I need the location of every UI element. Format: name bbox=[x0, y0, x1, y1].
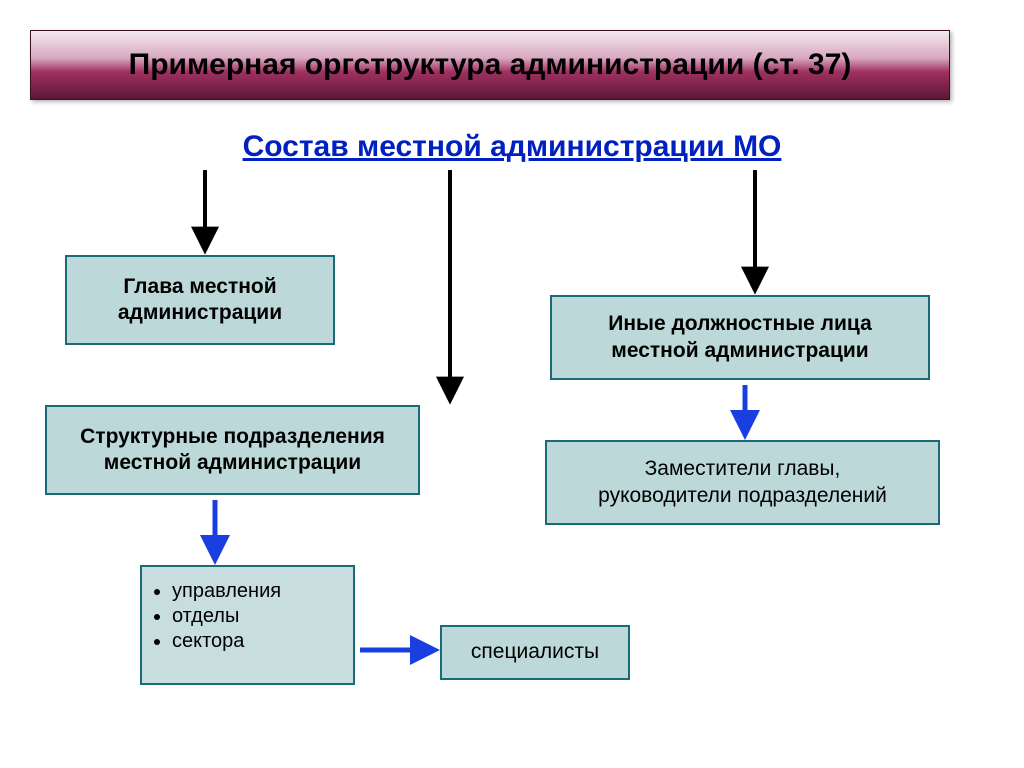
title-text: Примерная оргструктура администрации (ст… bbox=[129, 48, 852, 82]
node-other-officials: Иные должностные лицаместной администрац… bbox=[550, 295, 930, 380]
node-specialists: специалисты bbox=[440, 625, 630, 680]
subtitle: Состав местной администрации МО bbox=[0, 130, 1024, 164]
node-specialists-label: специалисты bbox=[471, 639, 599, 665]
node-deputies-label: Заместители главы,руководители подраздел… bbox=[598, 456, 887, 509]
node-head-local-admin: Глава местнойадминистрации bbox=[65, 255, 335, 345]
node-head-label: Глава местнойадминистрации bbox=[118, 274, 282, 327]
node-divisions-label: Структурные подразделенияместной админис… bbox=[80, 424, 385, 477]
node-officials-label: Иные должностные лицаместной администрац… bbox=[608, 311, 872, 364]
division-type-item: управления bbox=[172, 579, 281, 604]
node-deputies: Заместители главы,руководители подраздел… bbox=[545, 440, 940, 525]
node-structural-divisions: Структурные подразделенияместной админис… bbox=[45, 405, 420, 495]
division-type-item: сектора bbox=[172, 629, 281, 654]
title-banner: Примерная оргструктура администрации (ст… bbox=[30, 30, 950, 100]
division-types-list: управленияотделысектора bbox=[172, 579, 281, 654]
division-type-item: отделы bbox=[172, 604, 281, 629]
node-division-types: управленияотделысектора bbox=[140, 565, 355, 685]
